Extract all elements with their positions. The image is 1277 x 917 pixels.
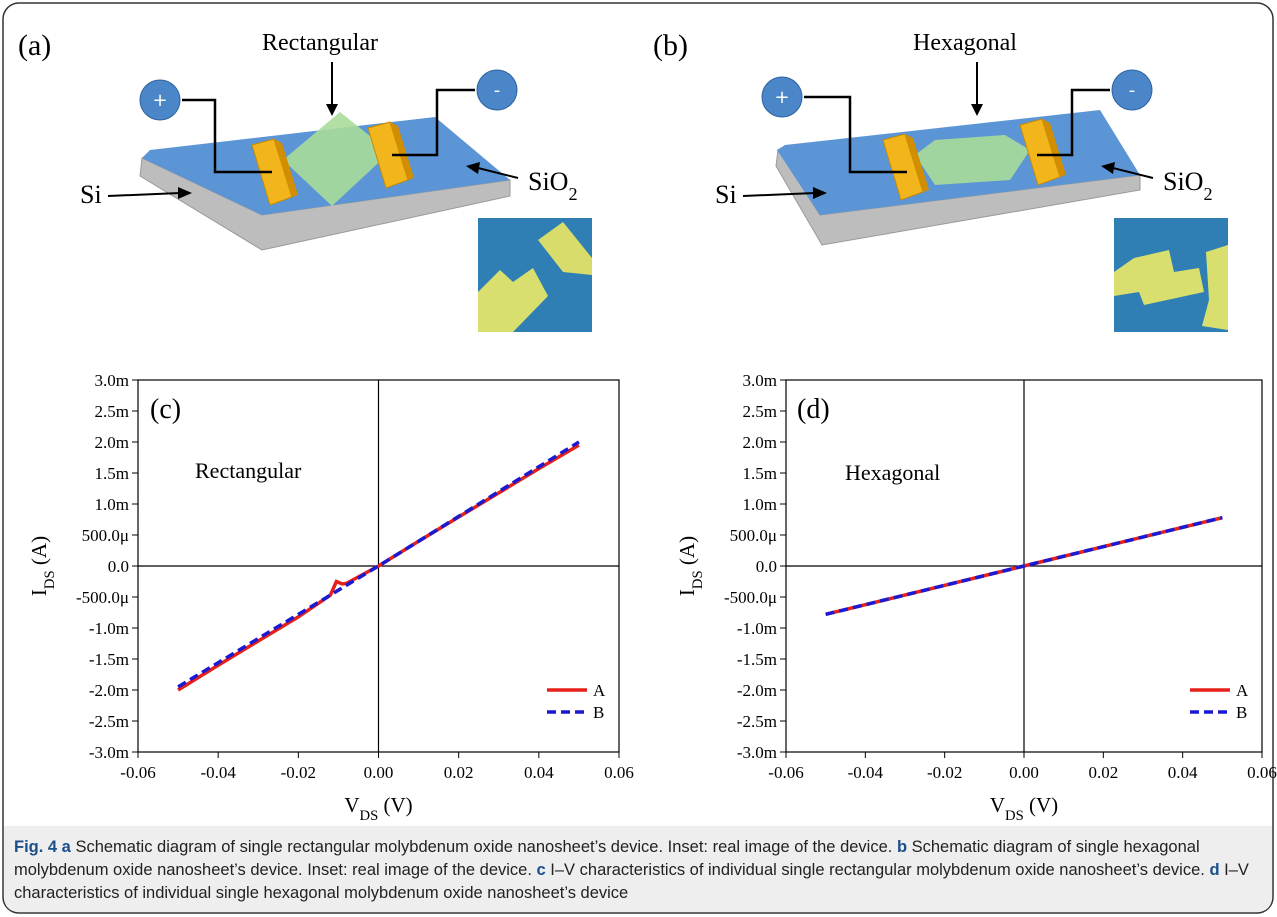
substrate-label: Si [715,180,737,209]
shape-label: Hexagonal [913,30,1017,56]
y-axis-label-unit: (A) [675,536,699,570]
y-tick-label: -3.0m [89,743,129,762]
y-tick-label: -2.5m [89,712,129,731]
x-axis-label-unit: (V) [378,793,412,817]
x-tick-label: 0.06 [1247,763,1277,782]
y-tick-label: 500.0μ [82,526,129,545]
y-tick-label: 1.5m [95,464,129,483]
y-axis-label-main: I [27,589,51,596]
annotation: (c) [150,394,181,425]
oxide-label-sub: 2 [1203,184,1212,204]
x-axis-label-sub: DS [1005,808,1024,824]
x-tick-label: -0.02 [927,763,962,782]
oxide-label-main: SiO [528,167,568,196]
x-tick-label: 0.04 [524,763,554,782]
y-tick-label: 0.0 [108,557,129,576]
y-tick-label: -1.0m [737,619,777,638]
x-tick-label: -0.04 [848,763,884,782]
y-tick-label: 2.0m [743,433,777,452]
plus-label: + [774,87,789,108]
y-tick-label: -500.0μ [724,588,777,607]
x-axis-label-main: V [990,793,1005,817]
x-tick-label: 0.00 [1009,763,1039,782]
x-tick-label: 0.06 [604,763,634,782]
x-tick-label: -0.06 [768,763,803,782]
annotation: Hexagonal [845,460,940,485]
caption-text: a [57,838,71,856]
figure-canvas: (a)+-RectangularSiSiO2(b)+-HexagonalSiSi… [0,0,1277,917]
legend-label: A [593,681,606,700]
y-tick-label: 1.0m [95,495,129,514]
legend-label: A [1236,681,1249,700]
y-tick-label: 2.0m [95,433,129,452]
x-tick-label: -0.04 [200,763,236,782]
y-tick-label: 500.0μ [730,526,777,545]
caption-text: Schematic diagram of single rectangular … [71,838,897,856]
x-tick-label: 0.04 [1168,763,1198,782]
caption-text: d [1209,861,1219,879]
x-axis-label-sub: DS [359,808,378,824]
x-tick-label: -0.02 [281,763,316,782]
y-tick-label: -2.0m [737,681,777,700]
oxide-label-main: SiO [1163,167,1203,196]
y-tick-label: 1.0m [743,495,777,514]
legend-label: B [1236,703,1247,722]
y-tick-label: 2.5m [95,402,129,421]
y-tick-label: 2.5m [743,402,777,421]
y-tick-label: -1.5m [89,650,129,669]
y-tick-label: 3.0m [743,371,777,390]
x-tick-label: -0.06 [120,763,155,782]
x-tick-label: 0.02 [444,763,474,782]
y-tick-label: -500.0μ [76,588,129,607]
minus-label: - [1129,80,1136,101]
y-axis-label-sub: DS [690,570,706,589]
caption-text: I–V characteristics of individual single… [546,861,1210,879]
substrate-label: Si [80,180,102,209]
oxide-label-sub: 2 [568,184,577,204]
y-tick-label: -1.0m [89,619,129,638]
y-tick-label: -1.5m [737,650,777,669]
y-tick-label: -3.0m [737,743,777,762]
panel-label: (a) [18,29,51,62]
y-axis-label-main: I [675,589,699,596]
figure: (a)+-RectangularSiSiO2(b)+-HexagonalSiSi… [0,0,1277,917]
y-tick-label: -2.5m [737,712,777,731]
y-tick-label: 1.5m [743,464,777,483]
legend-label: B [593,703,604,722]
annotation: (d) [797,394,830,425]
y-axis-label-unit: (A) [27,536,51,570]
y-tick-label: 0.0 [756,557,777,576]
x-axis-label-main: V [344,793,359,817]
y-tick-label: -2.0m [89,681,129,700]
y-axis-label-sub: DS [42,570,58,589]
panel-label: (b) [653,29,688,62]
minus-label: - [494,80,501,101]
shape-label: Rectangular [262,30,378,56]
x-axis-label-unit: (V) [1024,793,1058,817]
plus-label: + [152,90,167,111]
caption: Fig. 4 a Schematic diagram of single rec… [14,836,1264,905]
x-tick-label: 0.00 [364,763,394,782]
x-tick-label: 0.02 [1088,763,1118,782]
annotation: Rectangular [195,458,302,483]
caption-text: b [897,838,907,856]
y-tick-label: 3.0m [95,371,129,390]
caption-text: c [537,861,546,879]
caption-text: Fig. 4 [14,838,57,856]
